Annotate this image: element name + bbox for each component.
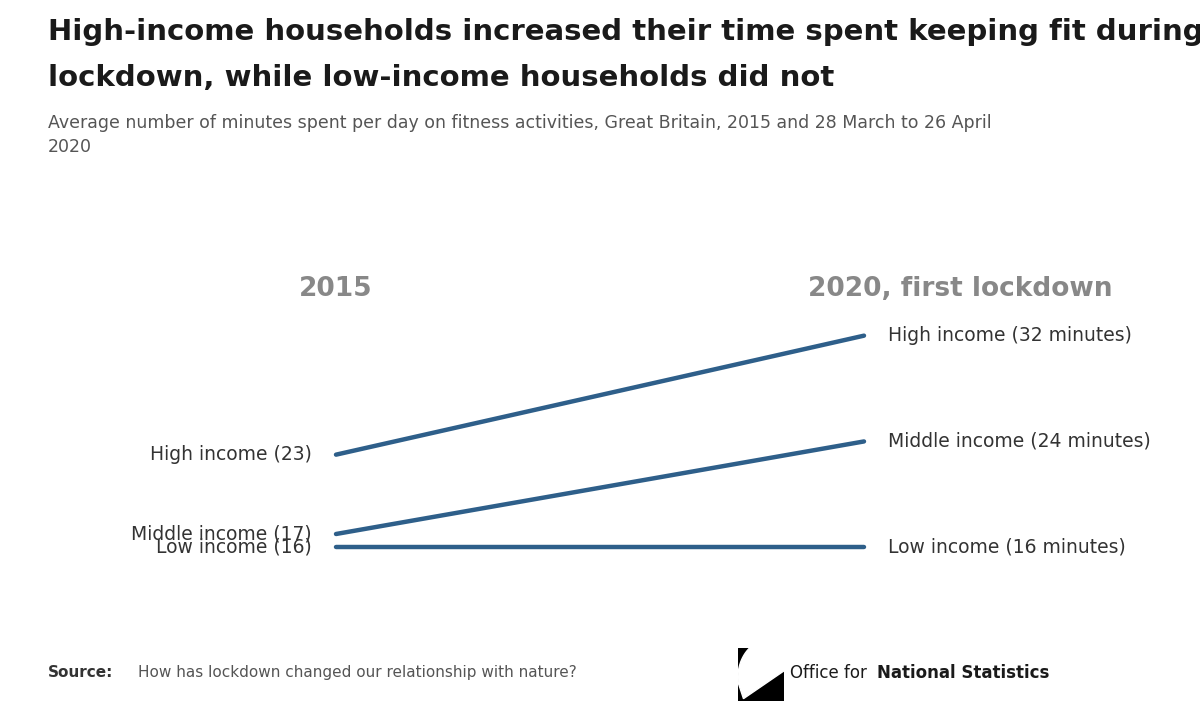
Text: Office for: Office for: [790, 664, 871, 682]
Polygon shape: [738, 639, 800, 698]
Text: 2015: 2015: [299, 276, 373, 302]
Text: National Statistics: National Statistics: [877, 664, 1050, 682]
Text: High-income households increased their time spent keeping fit during: High-income households increased their t…: [48, 18, 1200, 46]
Text: 2020, first lockdown: 2020, first lockdown: [808, 276, 1112, 302]
Text: Low income (16 minutes): Low income (16 minutes): [888, 538, 1126, 557]
Text: lockdown, while low-income households did not: lockdown, while low-income households di…: [48, 64, 834, 92]
Text: High income (32 minutes): High income (32 minutes): [888, 326, 1132, 345]
Text: Middle income (24 minutes): Middle income (24 minutes): [888, 432, 1151, 451]
Text: Source:: Source:: [48, 665, 113, 681]
Text: How has lockdown changed our relationship with nature?: How has lockdown changed our relationshi…: [138, 665, 577, 681]
Text: Middle income (17): Middle income (17): [131, 525, 312, 543]
Text: High income (23): High income (23): [150, 445, 312, 464]
Text: Average number of minutes spent per day on fitness activities, Great Britain, 20: Average number of minutes spent per day …: [48, 114, 991, 155]
Text: Low income (16): Low income (16): [156, 538, 312, 557]
